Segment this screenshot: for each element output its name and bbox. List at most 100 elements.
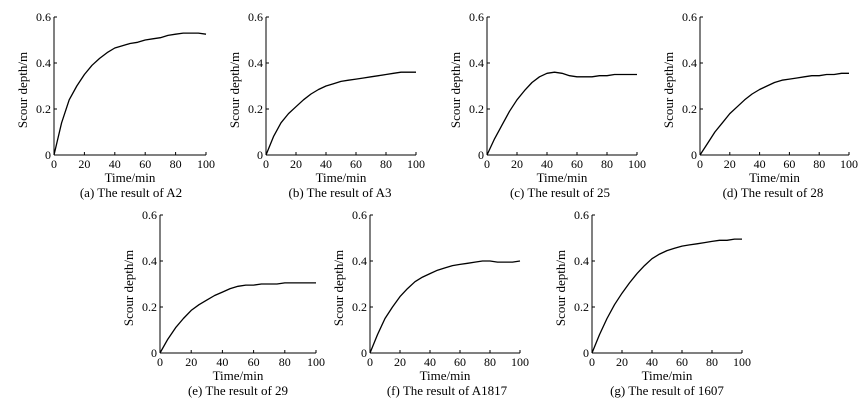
series-line xyxy=(486,71,637,156)
y-tick-label: 0 xyxy=(583,346,589,360)
panel-caption: (a) The result of A2 xyxy=(80,185,182,200)
x-tick-label: 80 xyxy=(170,157,182,171)
y-axis-title: Scour depth/m xyxy=(553,250,568,326)
y-tick-label: 0.6 xyxy=(36,10,51,24)
x-axis-title: Time/min xyxy=(213,368,264,383)
x-tick-label: 80 xyxy=(601,157,613,171)
x-tick-label: 40 xyxy=(109,157,121,171)
y-axis-title: Scour depth/m xyxy=(227,52,242,128)
chart-panel-7: 0 20 40 60 80 100 0 0.2 0.4 0.6 Time/min Scour dept… xyxy=(553,208,751,398)
y-tick-label: 0.4 xyxy=(248,56,263,70)
panel-caption: (c) The result of 25 xyxy=(510,185,610,200)
x-tick-label: 80 xyxy=(813,157,825,171)
x-tick-label: 0 xyxy=(263,157,269,171)
x-tick-label: 60 xyxy=(571,157,583,171)
y-tick-label: 0.2 xyxy=(36,102,51,116)
series-line xyxy=(369,260,521,354)
y-tick-label: 0 xyxy=(257,148,263,162)
y-tick-label: 0.6 xyxy=(248,10,263,24)
x-tick-label: 20 xyxy=(78,157,90,171)
y-axis-title: Scour depth/m xyxy=(121,250,136,326)
y-tick-label: 0.6 xyxy=(352,208,367,222)
x-tick-label: 60 xyxy=(139,157,151,171)
x-tick-label: 40 xyxy=(216,355,228,369)
chart-panel-3: 0 20 40 60 80 100 0 0.2 0.4 0.6 Time/min Scour dept… xyxy=(448,10,646,200)
panel-caption: (b) The result of A3 xyxy=(288,185,391,200)
series-line xyxy=(699,72,849,156)
x-tick-label: 100 xyxy=(197,157,215,171)
panel-caption: (g) The result of 1607 xyxy=(610,383,724,398)
y-tick-label: 0.4 xyxy=(682,56,697,70)
x-axis-title: Time/min xyxy=(642,368,693,383)
y-axis-title: Scour depth/m xyxy=(661,52,676,128)
series-line xyxy=(53,32,207,156)
x-tick-label: 40 xyxy=(320,157,332,171)
x-tick-label: 20 xyxy=(185,355,197,369)
y-axis-title: Scour depth/m xyxy=(15,52,30,128)
x-tick-label: 60 xyxy=(454,355,466,369)
y-tick-label: 0.4 xyxy=(469,56,484,70)
x-tick-label: 100 xyxy=(407,157,425,171)
y-tick-label: 0.6 xyxy=(469,10,484,24)
x-tick-label: 20 xyxy=(511,157,523,171)
series-line xyxy=(265,71,416,156)
x-tick-label: 0 xyxy=(589,355,595,369)
x-tick-label: 80 xyxy=(380,157,392,171)
y-tick-label: 0 xyxy=(361,346,367,360)
x-tick-label: 40 xyxy=(424,355,436,369)
y-tick-label: 0.2 xyxy=(352,300,367,314)
y-tick-label: 0.2 xyxy=(142,300,157,314)
panel-caption: (f) The result of A1817 xyxy=(387,383,508,398)
x-tick-label: 20 xyxy=(394,355,406,369)
x-tick-label: 40 xyxy=(646,355,658,369)
x-tick-label: 0 xyxy=(157,355,163,369)
chart-panel-5: 0 20 40 60 80 100 0 0.2 0.4 0.6 Time/min Scour dept… xyxy=(121,208,325,398)
y-tick-label: 0.4 xyxy=(574,254,589,268)
x-axis-title: Time/min xyxy=(316,170,367,185)
y-tick-label: 0.4 xyxy=(142,254,157,268)
x-axis-title: Time/min xyxy=(537,170,588,185)
x-tick-label: 80 xyxy=(484,355,496,369)
x-tick-label: 60 xyxy=(248,355,260,369)
x-tick-label: 80 xyxy=(706,355,718,369)
x-tick-label: 20 xyxy=(290,157,302,171)
x-tick-label: 20 xyxy=(724,157,736,171)
x-axis-title: Time/min xyxy=(749,170,800,185)
x-tick-label: 100 xyxy=(307,355,325,369)
chart-panel-4: 0 20 40 60 80 100 0 0.2 0.4 0.6 Time/min Scour dept… xyxy=(661,10,858,200)
chart-panel-2: 0 20 40 60 80 100 0 0.2 0.4 0.6 Time/min Scour dept… xyxy=(227,10,425,200)
y-tick-label: 0.2 xyxy=(248,102,263,116)
y-tick-label: 0 xyxy=(691,148,697,162)
x-tick-label: 0 xyxy=(697,157,703,171)
series-line xyxy=(159,282,316,354)
y-axis-title: Scour depth/m xyxy=(331,250,346,326)
x-tick-label: 0 xyxy=(484,157,490,171)
x-tick-label: 80 xyxy=(279,355,291,369)
x-tick-label: 0 xyxy=(51,157,57,171)
x-tick-label: 100 xyxy=(840,157,858,171)
y-tick-label: 0.6 xyxy=(142,208,157,222)
y-tick-label: 0.2 xyxy=(574,300,589,314)
x-tick-label: 100 xyxy=(511,355,529,369)
x-tick-label: 0 xyxy=(367,355,373,369)
y-tick-label: 0.4 xyxy=(352,254,367,268)
y-tick-label: 0 xyxy=(151,346,157,360)
x-tick-label: 60 xyxy=(350,157,362,171)
chart-panel-1: 0 20 40 60 80 100 0 0.2 0.4 0.6 Time/min Scour dept… xyxy=(15,10,215,200)
chart-panel-6: 0 20 40 60 80 100 0 0.2 0.4 0.6 Time/min Scour dept… xyxy=(331,208,529,398)
x-tick-label: 60 xyxy=(783,157,795,171)
y-tick-label: 0 xyxy=(45,148,51,162)
y-axis-title: Scour depth/m xyxy=(448,52,463,128)
panel-caption: (d) The result of 28 xyxy=(723,185,824,200)
y-tick-label: 0.6 xyxy=(682,10,697,24)
x-tick-label: 40 xyxy=(541,157,553,171)
x-tick-label: 60 xyxy=(676,355,688,369)
x-tick-label: 20 xyxy=(616,355,628,369)
y-tick-label: 0.2 xyxy=(682,102,697,116)
x-tick-label: 100 xyxy=(733,355,751,369)
x-axis-title: Time/min xyxy=(420,368,471,383)
y-tick-label: 0.6 xyxy=(574,208,589,222)
panel-caption: (e) The result of 29 xyxy=(188,383,288,398)
y-tick-label: 0.2 xyxy=(469,102,484,116)
